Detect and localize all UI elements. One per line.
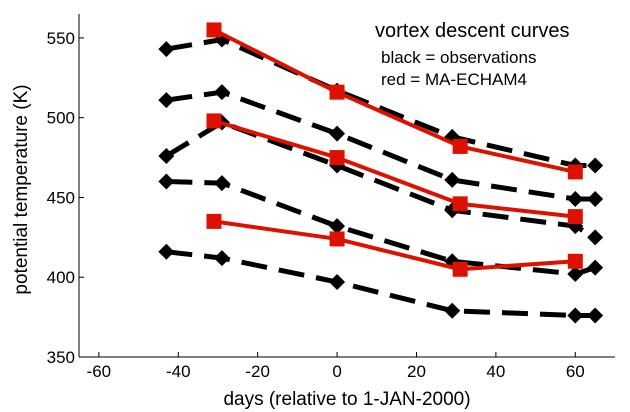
series-layer (158, 22, 604, 324)
data-point-diamond (158, 243, 175, 260)
x-tick-label: 0 (332, 362, 341, 381)
y-tick-label: 500 (47, 109, 75, 128)
data-point-diamond (444, 171, 461, 188)
data-point-diamond (587, 229, 604, 246)
x-ticks: -60 -40 -20 0 20 40 60 (87, 352, 585, 381)
x-tick-label: -20 (245, 362, 270, 381)
series-model (206, 213, 583, 277)
series-model (206, 113, 583, 225)
series-line-observations (166, 179, 596, 277)
annotation-title: vortex descent curves (375, 20, 570, 42)
data-point-diamond (213, 175, 230, 192)
series-observations (158, 84, 604, 208)
series-model (206, 22, 583, 180)
data-point-diamond (158, 173, 175, 190)
y-ticks: 350 400 450 500 550 (47, 29, 84, 367)
data-point-square (452, 261, 468, 277)
data-point-square (329, 150, 345, 166)
series-line-model (213, 118, 576, 219)
data-point-square (329, 231, 345, 247)
data-point-diamond (213, 250, 230, 267)
data-point-square (452, 138, 468, 154)
annotation-model-key: red = MA-ECHAM4 (381, 70, 527, 89)
data-point-diamond (567, 266, 584, 283)
data-point-diamond (329, 218, 346, 235)
data-point-diamond (567, 191, 584, 208)
x-tick-label: 20 (407, 362, 426, 381)
series-line-model (213, 219, 576, 272)
legend-annotation: vortex descent curves black = observatio… (375, 20, 570, 89)
data-point-square (206, 113, 222, 129)
series-observations (158, 243, 604, 324)
series-line-observations (165, 119, 597, 240)
x-tick-label: 60 (566, 362, 585, 381)
annotation-observations-key: black = observations (381, 48, 536, 67)
y-axis-title: potential temperature (K) (11, 84, 32, 294)
data-point-square (567, 164, 583, 180)
data-point-square (329, 84, 345, 100)
y-tick-label: 550 (47, 29, 75, 48)
x-tick-label: -40 (166, 362, 191, 381)
series-line-observations (166, 249, 596, 319)
x-axis-title: days (relative to 1-JAN-2000) (223, 389, 470, 410)
x-tick-label: -60 (87, 362, 112, 381)
x-tick-label: 40 (486, 362, 505, 381)
y-tick-label: 400 (47, 268, 75, 287)
data-point-diamond (158, 41, 175, 58)
data-point-diamond (587, 259, 604, 276)
data-point-diamond (329, 125, 346, 142)
data-point-diamond (567, 307, 584, 324)
data-point-diamond (213, 84, 230, 101)
data-point-square (206, 22, 222, 38)
data-point-square (452, 196, 468, 212)
series-line-model (213, 28, 576, 174)
data-point-diamond (587, 191, 604, 208)
data-point-diamond (329, 274, 346, 291)
data-point-diamond (158, 147, 175, 164)
data-point-diamond (444, 302, 461, 319)
data-point-square (206, 213, 222, 229)
axes-layer (78, 14, 615, 358)
y-tick-label: 350 (47, 348, 75, 367)
data-point-square (567, 209, 583, 225)
data-point-square (567, 253, 583, 269)
data-point-diamond (587, 157, 604, 174)
y-tick-label: 450 (47, 188, 75, 207)
data-point-diamond (158, 92, 175, 109)
data-point-diamond (587, 307, 604, 324)
